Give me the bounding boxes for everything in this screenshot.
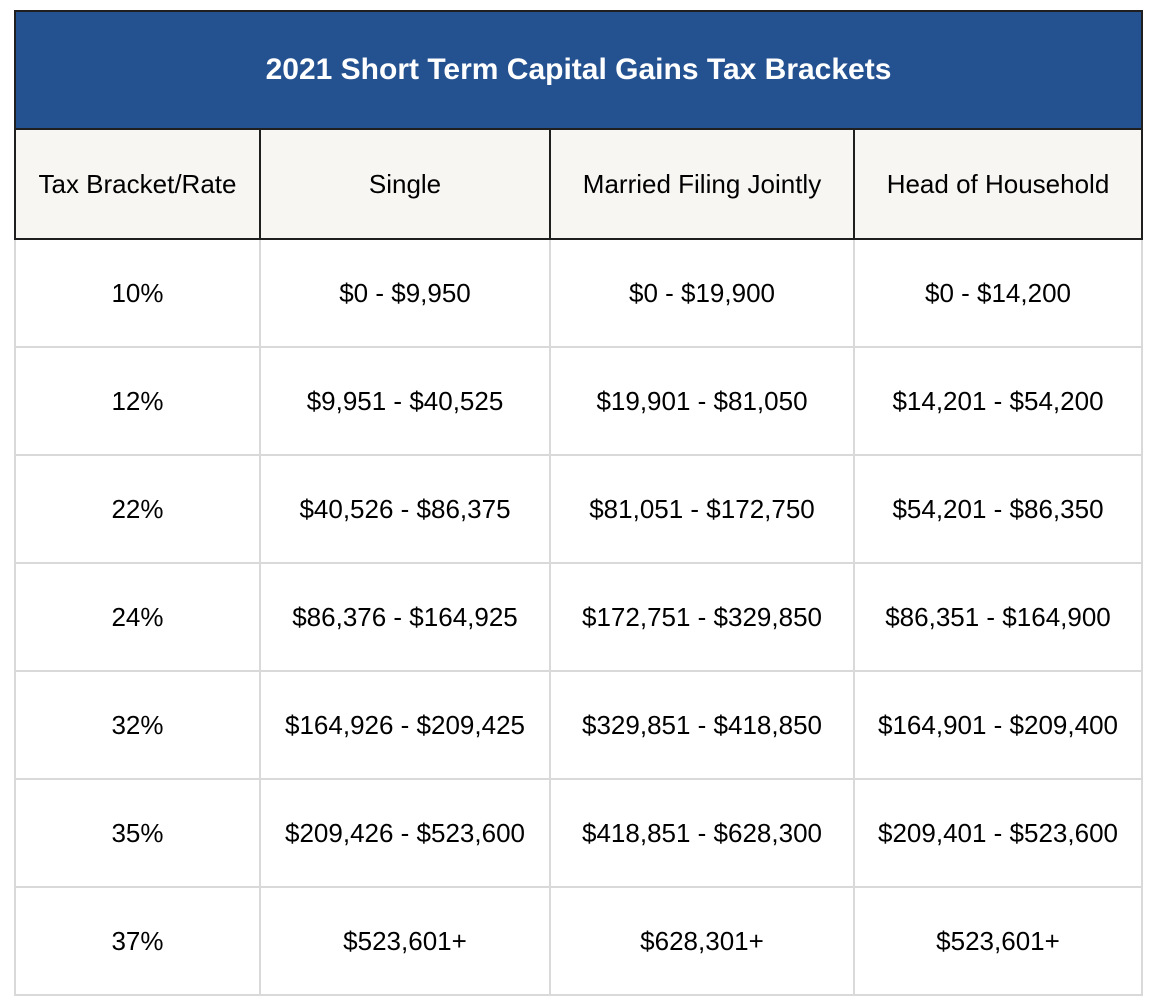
- head-of-household-cell: $164,901 - $209,400: [853, 670, 1143, 780]
- single-cell: $40,526 - $86,375: [259, 454, 551, 564]
- column-header-row: Tax Bracket/Rate Single Married Filing J…: [14, 129, 1143, 240]
- single-cell: $209,426 - $523,600: [259, 778, 551, 888]
- rate-cell: 22%: [14, 454, 261, 564]
- head-of-household-cell: $0 - $14,200: [853, 238, 1143, 348]
- column-header-rate: Tax Bracket/Rate: [14, 129, 261, 240]
- married-filing-jointly-cell: $0 - $19,900: [549, 238, 855, 348]
- column-header-head-of-household: Head of Household: [853, 129, 1143, 240]
- single-cell: $523,601+: [259, 886, 551, 996]
- column-header-single: Single: [259, 129, 551, 240]
- single-cell: $86,376 - $164,925: [259, 562, 551, 672]
- head-of-household-cell: $86,351 - $164,900: [853, 562, 1143, 672]
- rate-cell: 12%: [14, 346, 261, 456]
- table-row: 37% $523,601+ $628,301+ $523,601+: [14, 886, 1143, 996]
- head-of-household-cell: $209,401 - $523,600: [853, 778, 1143, 888]
- married-filing-jointly-cell: $19,901 - $81,050: [549, 346, 855, 456]
- table-row: 35% $209,426 - $523,600 $418,851 - $628,…: [14, 778, 1143, 888]
- rate-cell: 32%: [14, 670, 261, 780]
- column-header-married-filing-jointly: Married Filing Jointly: [549, 129, 855, 240]
- tax-brackets-table: 2021 Short Term Capital Gains Tax Bracke…: [14, 10, 1143, 996]
- rate-cell: 37%: [14, 886, 261, 996]
- table-row: 24% $86,376 - $164,925 $172,751 - $329,8…: [14, 562, 1143, 672]
- head-of-household-cell: $523,601+: [853, 886, 1143, 996]
- table-row: 22% $40,526 - $86,375 $81,051 - $172,750…: [14, 454, 1143, 564]
- table-title-row: 2021 Short Term Capital Gains Tax Bracke…: [14, 10, 1143, 130]
- rate-cell: 10%: [14, 238, 261, 348]
- table-row: 10% $0 - $9,950 $0 - $19,900 $0 - $14,20…: [14, 238, 1143, 348]
- married-filing-jointly-cell: $81,051 - $172,750: [549, 454, 855, 564]
- married-filing-jointly-cell: $418,851 - $628,300: [549, 778, 855, 888]
- single-cell: $164,926 - $209,425: [259, 670, 551, 780]
- table-row: 12% $9,951 - $40,525 $19,901 - $81,050 $…: [14, 346, 1143, 456]
- married-filing-jointly-cell: $628,301+: [549, 886, 855, 996]
- married-filing-jointly-cell: $329,851 - $418,850: [549, 670, 855, 780]
- rate-cell: 24%: [14, 562, 261, 672]
- single-cell: $9,951 - $40,525: [259, 346, 551, 456]
- table-row: 32% $164,926 - $209,425 $329,851 - $418,…: [14, 670, 1143, 780]
- table-title: 2021 Short Term Capital Gains Tax Bracke…: [14, 10, 1143, 130]
- head-of-household-cell: $54,201 - $86,350: [853, 454, 1143, 564]
- married-filing-jointly-cell: $172,751 - $329,850: [549, 562, 855, 672]
- rate-cell: 35%: [14, 778, 261, 888]
- single-cell: $0 - $9,950: [259, 238, 551, 348]
- head-of-household-cell: $14,201 - $54,200: [853, 346, 1143, 456]
